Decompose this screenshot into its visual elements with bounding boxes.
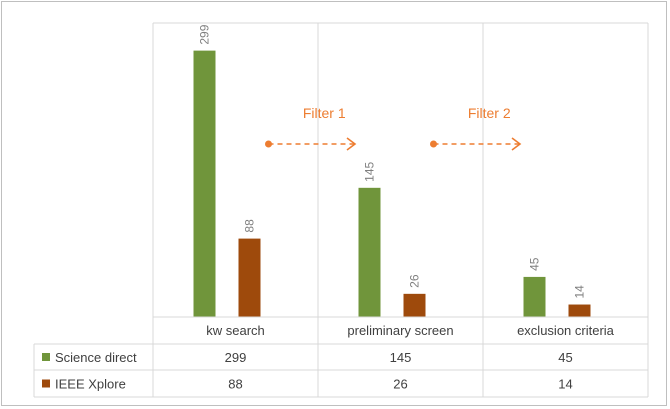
bar-ieee-xplore-exclusion-criteria (568, 304, 591, 317)
category-label-kw-search: kw search (206, 323, 265, 338)
arrow-head (346, 137, 357, 151)
data-label-science-direct-preliminary-screen: 145 (363, 161, 377, 181)
table-cell-science-direct-kw-search: 299 (225, 350, 247, 365)
filter-arrow-2: Filter 2 (430, 105, 522, 151)
filter-label: Filter 2 (468, 105, 511, 121)
arrow-head (511, 137, 522, 151)
data-label-ieee-xplore-exclusion-criteria: 14 (573, 285, 587, 299)
bar-science-direct-preliminary-screen (358, 187, 381, 317)
data-label-ieee-xplore-preliminary-screen: 26 (408, 274, 422, 288)
data-label-layer: 299 145 45 88 26 14 (198, 24, 587, 298)
filter-arrow-1: Filter 1 (265, 105, 357, 151)
data-label-science-direct-exclusion-criteria: 45 (528, 257, 542, 271)
table-cell-ieee-xplore-exclusion-criteria: 14 (558, 377, 572, 392)
legend-label-science-direct: Science direct (55, 350, 137, 365)
grid-layer (152, 22, 649, 397)
data-label-science-direct-kw-search: 299 (198, 24, 212, 44)
category-label-exclusion-criteria: exclusion criteria (517, 323, 615, 338)
table-cell-ieee-xplore-preliminary-screen: 26 (393, 377, 407, 392)
bar-ieee-xplore-kw-search (238, 238, 261, 317)
bar-ieee-xplore-preliminary-screen (403, 293, 426, 317)
table-cell-science-direct-exclusion-criteria: 45 (558, 350, 572, 365)
legend-key-science-direct (42, 353, 50, 361)
annotation-layer: Filter 1 Filter 2 (265, 105, 522, 151)
data-table: kw search preliminary screen exclusion cri… (33, 316, 648, 398)
bar-layer (193, 50, 591, 317)
legend-label-ieee-xplore: IEEE Xplore (55, 377, 126, 392)
filter-label: Filter 1 (303, 105, 346, 121)
category-label-preliminary-screen: preliminary screen (347, 323, 453, 338)
bar-science-direct-kw-search (193, 50, 216, 317)
table-cell-ieee-xplore-kw-search: 88 (228, 377, 242, 392)
data-label-ieee-xplore-kw-search: 88 (243, 219, 257, 233)
bar-science-direct-exclusion-criteria (523, 276, 546, 317)
table-cell-science-direct-preliminary-screen: 145 (390, 350, 412, 365)
legend-key-ieee-xplore (42, 379, 50, 388)
